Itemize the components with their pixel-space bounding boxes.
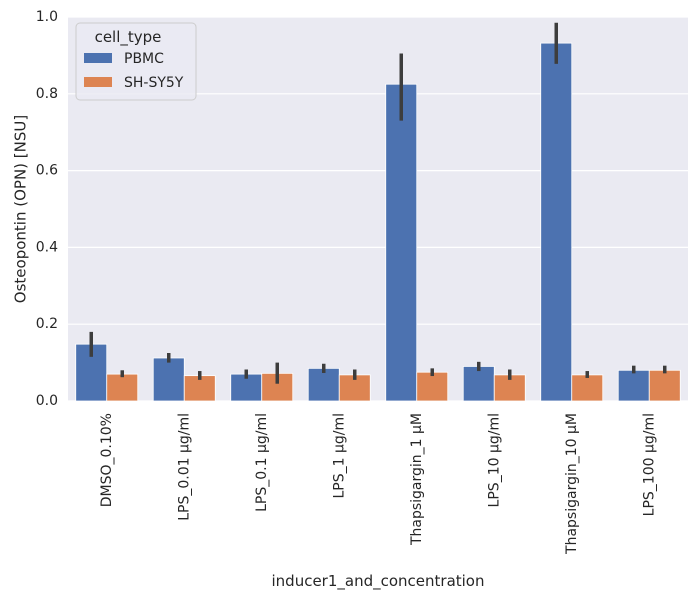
- bar-sh-sy5y: [416, 371, 449, 402]
- bar-pbmc: [540, 42, 573, 402]
- bar-sh-sy5y: [493, 374, 526, 402]
- bar-pbmc: [152, 357, 185, 402]
- x-axis: DMSO_0.10% LPS_0.01 µg/ml LPS_0.1 µg/ml LPS…: [99, 413, 658, 555]
- y-tick-label: 0.4: [36, 239, 58, 255]
- bar-pbmc: [385, 83, 418, 402]
- y-tick-label: 1.0: [36, 9, 58, 25]
- error-bars: [89, 22, 667, 384]
- bar-pbmc: [307, 367, 340, 402]
- x-tick-label: LPS_0.01 µg/ml: [176, 413, 192, 521]
- legend-swatch-sh-sy5y: [84, 77, 112, 87]
- x-tick-label: LPS_0.1 µg/ml: [254, 413, 270, 512]
- legend-swatch-pbmc: [84, 53, 112, 63]
- x-tick-label: LPS_10 µg/ml: [486, 413, 502, 507]
- x-tick-label: LPS_100 µg/ml: [641, 413, 657, 516]
- bar-pbmc: [617, 369, 650, 402]
- bars: [75, 42, 681, 402]
- x-axis-label: inducer1_and_concentration: [272, 572, 485, 591]
- bar-pbmc: [462, 366, 495, 402]
- x-tick-label: Thapsigargin_10 µM: [564, 413, 580, 555]
- legend-title: cell_type: [95, 28, 162, 47]
- x-tick-label: Thapsigargin_1 µM: [409, 413, 425, 546]
- y-tick-label: 0.6: [36, 163, 58, 179]
- legend: cell_type PBMC SH-SY5Y: [75, 22, 197, 101]
- y-axis: 0.0 0.2 0.4 0.6 0.8 1.0: [36, 9, 58, 409]
- y-tick-label: 0.8: [36, 86, 58, 102]
- y-tick-label: 0.2: [36, 316, 58, 332]
- x-tick-label: DMSO_0.10%: [99, 413, 115, 507]
- bar-sh-sy5y: [571, 374, 604, 402]
- y-tick-label: 0.0: [36, 393, 58, 409]
- legend-label-pbmc: PBMC: [124, 51, 164, 67]
- bar-sh-sy5y: [648, 369, 681, 402]
- legend-label-sh-sy5y: SH-SY5Y: [124, 75, 184, 91]
- bar-sh-sy5y: [106, 373, 139, 402]
- bar-sh-sy5y: [261, 372, 294, 402]
- y-axis-label: Osteopontin (OPN) [NSU]: [12, 115, 30, 303]
- x-tick-label: LPS_1 µg/ml: [331, 413, 347, 499]
